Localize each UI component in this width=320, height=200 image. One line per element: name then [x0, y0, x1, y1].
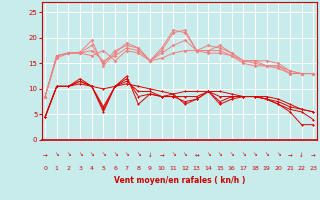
- X-axis label: Vent moyen/en rafales ( kn/h ): Vent moyen/en rafales ( kn/h ): [114, 176, 245, 185]
